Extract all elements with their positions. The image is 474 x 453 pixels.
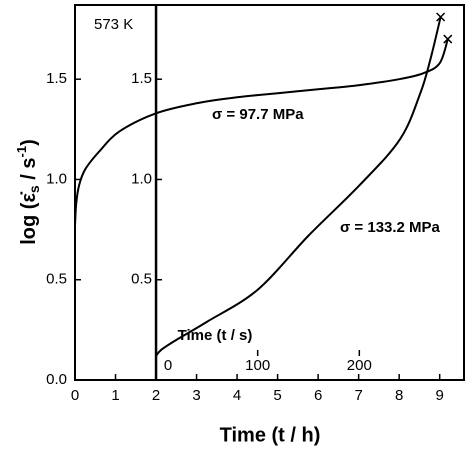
y-tick-label: 1.0 xyxy=(46,170,67,187)
fracture-marker xyxy=(436,12,446,22)
x-tick-label: 8 xyxy=(395,387,403,404)
x-tick-label: 7 xyxy=(354,387,362,404)
series-label: σ = 133.2 MPa xyxy=(340,219,441,236)
inner-y-tick-label: 1.5 xyxy=(131,70,152,87)
series-line xyxy=(155,16,442,357)
inner-y-tick-label: 0.5 xyxy=(131,271,152,288)
plot-frame xyxy=(74,4,465,381)
y-tick-label: 0.0 xyxy=(46,371,67,388)
fracture-marker xyxy=(443,34,453,44)
x-axis-label: Time (t / h) xyxy=(220,424,321,446)
x-tick-label: 0 xyxy=(71,387,79,404)
inner-x-tick-label: 100 xyxy=(245,357,270,374)
x-tick-label: 3 xyxy=(192,387,200,404)
y-axis-label: log (ε̇s / s-1) xyxy=(14,139,41,245)
y-tick-label: 1.5 xyxy=(46,70,67,87)
inner-y-tick-label: 1.0 xyxy=(131,170,152,187)
x-tick-label: 4 xyxy=(233,387,241,404)
x-tick-label: 2 xyxy=(152,387,160,404)
series-line xyxy=(74,38,449,226)
series-label: σ = 97.7 MPa xyxy=(212,106,304,123)
annotation: 573 K xyxy=(94,16,133,33)
inner-x-tick-label: 0 xyxy=(164,357,172,374)
x-tick-label: 9 xyxy=(436,387,444,404)
y-tick-label: 0.5 xyxy=(46,271,67,288)
x-tick-label: 6 xyxy=(314,387,322,404)
x-tick-label: 5 xyxy=(273,387,281,404)
x-tick-label: 1 xyxy=(111,387,119,404)
inner-x-axis-label: Time (t / s) xyxy=(178,327,253,344)
inner-x-tick-label: 200 xyxy=(347,357,372,374)
